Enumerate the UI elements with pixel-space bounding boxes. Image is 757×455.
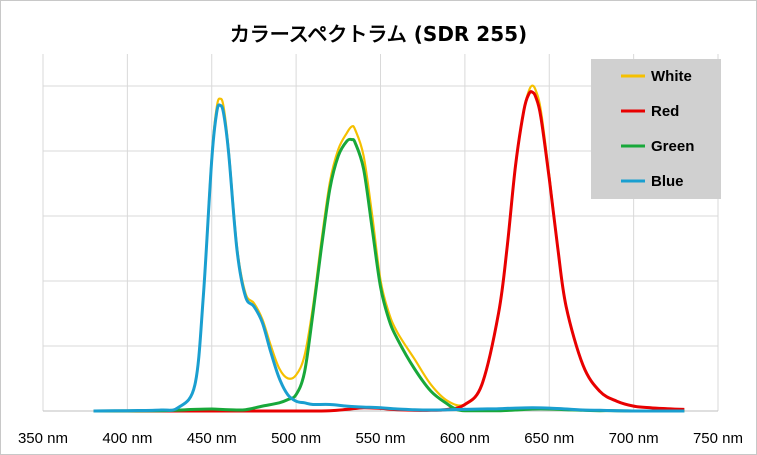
legend: White Red Green Blue: [591, 59, 721, 199]
x-tick-label: 650 nm: [524, 430, 574, 447]
legend-label-white: White: [651, 68, 692, 85]
x-tick-label: 350 nm: [18, 430, 68, 447]
x-tick-label: 400 nm: [102, 430, 152, 447]
x-tick-label: 500 nm: [271, 430, 321, 447]
x-tick-label: 550 nm: [355, 430, 405, 447]
chart-title: カラースペクトラム (SDR 255): [229, 22, 528, 46]
x-axis: 350 nm 400 nm 450 nm 500 nm 550 nm 600 nm 650 …: [18, 410, 743, 447]
legend-label-green: Green: [651, 138, 694, 155]
x-tick-label: 700 nm: [609, 430, 659, 447]
legend-label-red: Red: [651, 103, 679, 120]
x-tick-label: 750 nm: [693, 430, 743, 447]
series-line-blue: [93, 103, 685, 413]
legend-box: [591, 59, 721, 199]
x-tick-label: 600 nm: [440, 430, 490, 447]
legend-label-blue: Blue: [651, 173, 684, 190]
series-lines: [93, 84, 685, 413]
x-tick-label: 450 nm: [187, 430, 237, 447]
